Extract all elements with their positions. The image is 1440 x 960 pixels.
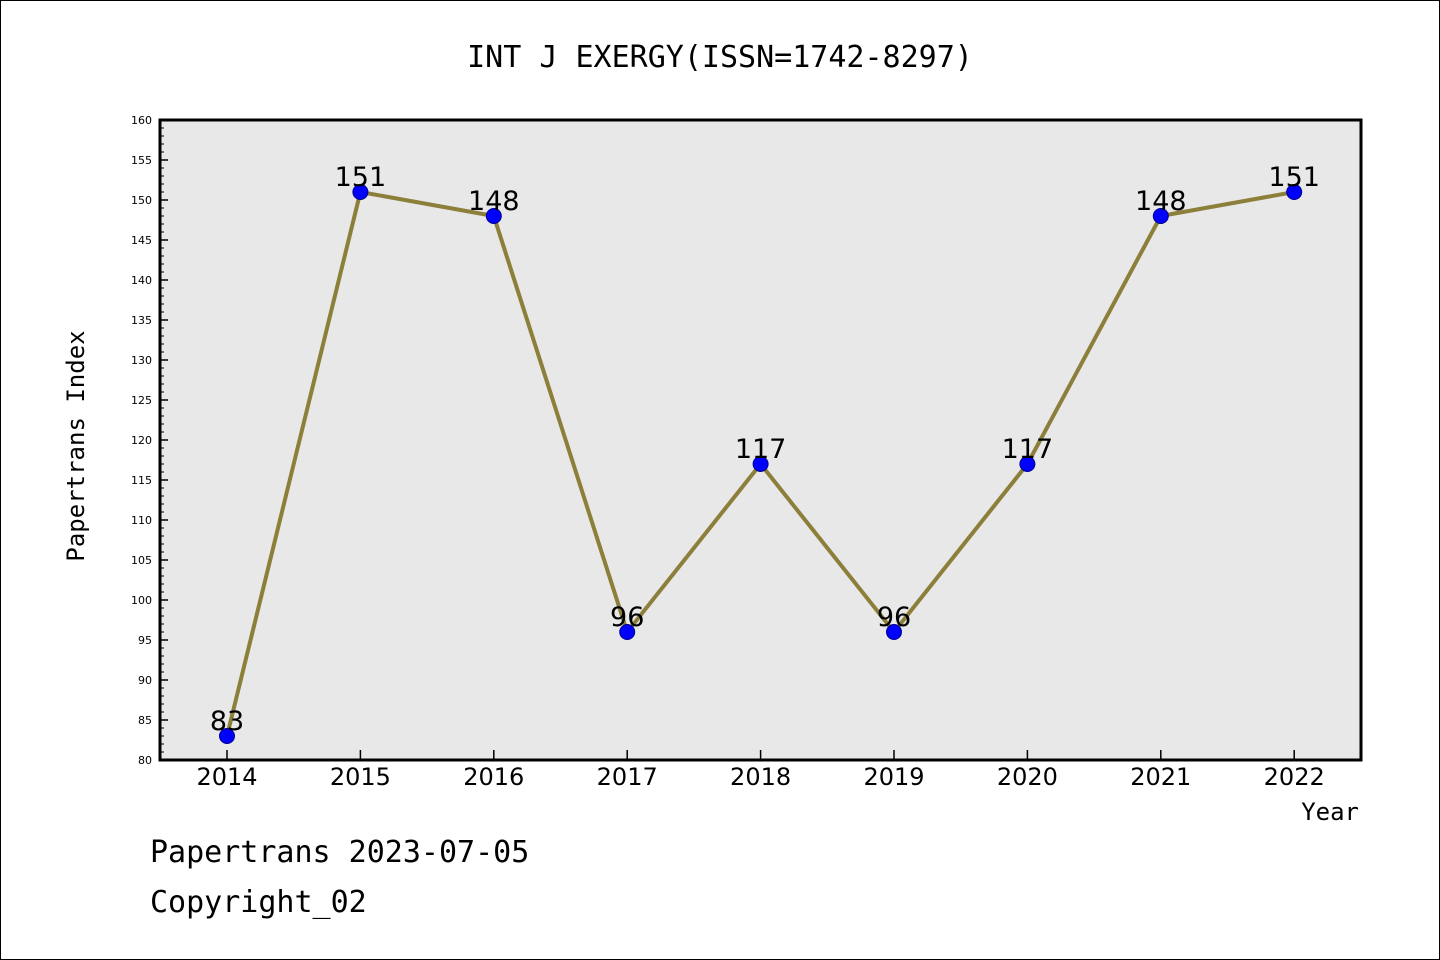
x-tick-label: 2014 — [196, 763, 257, 791]
chart-title: INT J EXERGY(ISSN=1742-8297) — [467, 40, 973, 75]
y-tick-label: 120 — [131, 434, 152, 447]
y-tick-label: 140 — [131, 274, 152, 287]
y-tick-label: 100 — [131, 594, 152, 607]
y-tick-label: 155 — [131, 154, 152, 167]
footer-date: Papertrans 2023-07-05 — [150, 835, 530, 870]
y-tick-label: 80 — [138, 754, 152, 767]
x-tick-label: 2018 — [730, 763, 791, 791]
x-tick-label: 2017 — [597, 763, 658, 791]
x-tick-label: 2015 — [330, 763, 391, 791]
x-tick-label: 2019 — [863, 763, 924, 791]
data-label: 117 — [735, 434, 787, 465]
series-layer: 83 151 148 96 117 96 117 148 151 — [210, 162, 1320, 744]
data-label: 151 — [335, 162, 387, 193]
data-label: 96 — [610, 602, 644, 633]
y-tick-label: 135 — [131, 314, 152, 327]
y-tick-label: 115 — [131, 474, 152, 487]
y-tick-label: 145 — [131, 234, 152, 247]
data-point — [219, 728, 235, 744]
x-tick-label: 2020 — [997, 763, 1058, 791]
y-tick-label: 95 — [138, 634, 152, 647]
data-label: 148 — [468, 186, 520, 217]
x-axis: 2014 2015 2016 2017 2018 2019 2020 2021 2022 — [196, 750, 1325, 791]
y-tick-label: 105 — [131, 554, 152, 567]
x-tick-label: 2022 — [1264, 763, 1325, 791]
x-tick-label: 2016 — [463, 763, 524, 791]
data-label: 83 — [210, 706, 244, 737]
data-point — [619, 624, 636, 640]
data-point — [1019, 456, 1036, 472]
y-tick-label: 150 — [131, 194, 152, 207]
data-point — [752, 456, 769, 472]
y-tick-label: 160 — [131, 114, 152, 127]
data-point — [1152, 208, 1169, 224]
data-label: 148 — [1135, 186, 1187, 217]
data-label: 96 — [877, 602, 911, 633]
y-tick-label: 125 — [131, 394, 152, 407]
y-tick-label: 85 — [138, 714, 152, 727]
data-point — [485, 208, 502, 224]
y-axis: 80 85 90 95 100 105 110 115 120 125 130 135 140 145 15… — [131, 114, 168, 767]
y-tick-label: 90 — [138, 674, 152, 687]
y-tick-label: 130 — [131, 354, 152, 367]
x-axis-label: Year — [1301, 798, 1359, 826]
data-point — [886, 624, 902, 640]
data-label: 117 — [1002, 434, 1054, 465]
x-tick-label: 2021 — [1130, 763, 1191, 791]
y-axis-label: Papertrans Index — [62, 330, 90, 561]
y-tick-label: 110 — [131, 514, 152, 527]
footer-copyright: Copyright_02 — [150, 885, 367, 920]
data-point — [1286, 184, 1303, 200]
data-point — [352, 184, 369, 200]
plot-area — [158, 118, 1363, 762]
data-label: 151 — [1268, 162, 1320, 193]
